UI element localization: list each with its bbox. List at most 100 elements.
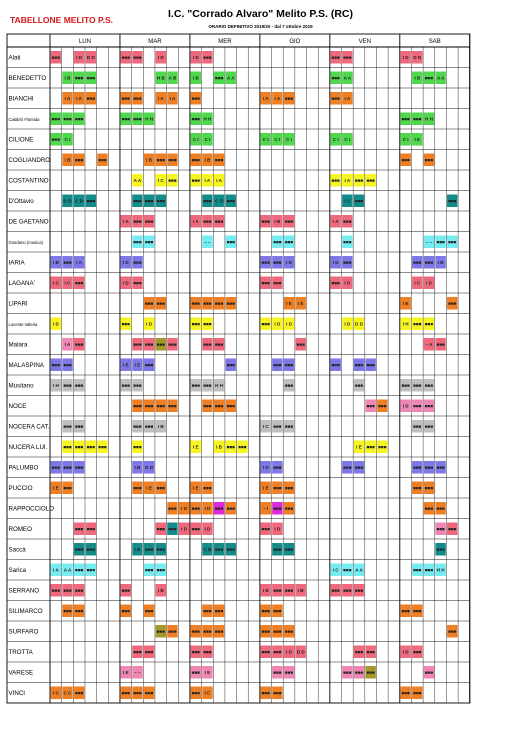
lesson-code: ■■■ — [273, 485, 282, 490]
lesson-cell: ■■■ — [190, 92, 201, 105]
lesson-cell: ■■■ — [190, 297, 201, 310]
lesson-cell: ■■■ — [73, 543, 85, 556]
lesson-code: ■■■ — [75, 116, 84, 121]
lesson-code: ■■■ — [75, 383, 84, 388]
lesson-code: ■■■ — [75, 526, 84, 531]
lesson-code: I D — [193, 55, 200, 60]
teacher-name: LIPARI — [9, 301, 28, 308]
lesson-code: ■■■ — [203, 383, 212, 388]
teacher-name: VARESE — [9, 670, 34, 677]
lesson-cell: ■■■ — [120, 584, 132, 597]
lesson-cell: ■■■ — [155, 297, 166, 310]
lesson-cell: ■■■ — [190, 625, 201, 638]
lesson-code: ■■■ — [413, 424, 422, 429]
lesson-cell: ■■■ — [202, 338, 213, 351]
lesson-code: I C — [53, 280, 60, 285]
lesson-cell: ■■■ — [272, 686, 283, 699]
lesson-cell: ■■■ — [132, 379, 143, 392]
lesson-code: ■■■ — [436, 506, 445, 511]
lesson-code: ■■■ — [168, 403, 177, 408]
lesson-code: ■■■ — [157, 301, 166, 306]
lesson-cell: I C — [342, 194, 353, 207]
lesson-cell: I D — [400, 399, 411, 412]
lesson-code: ■■■ — [98, 444, 107, 449]
lesson-cell: ■■■ — [330, 584, 341, 597]
lesson-cell: ■■■ — [412, 604, 423, 617]
lesson-cell: I A — [260, 92, 271, 105]
lesson-cell: ■■■ — [272, 481, 283, 494]
lesson-cell: ■■■ — [283, 666, 295, 679]
lesson-cell: ■■■ — [283, 235, 295, 248]
lesson-cell: ■■■ — [62, 256, 73, 269]
document-subtitle: ORARIO DEFINITIVO 2019/20 - dal 7 ottobr… — [208, 24, 313, 29]
lesson-cell: ■■■ — [272, 235, 283, 248]
lesson-cell: I D — [342, 276, 353, 289]
lesson-cell: I E — [260, 481, 271, 494]
lesson-code: I C — [263, 424, 270, 429]
lesson-cell: I E — [202, 666, 213, 679]
day-header: SAB — [429, 39, 441, 45]
lesson-cell: ■■■ — [132, 645, 143, 658]
lesson-code: ■■■ — [401, 157, 410, 162]
lesson-code: C B — [203, 547, 212, 552]
lesson-code: ■■■ — [343, 239, 352, 244]
lesson-cell: ■■■ — [190, 153, 201, 166]
lesson-cell: ■■■ — [283, 92, 295, 105]
lesson-cell: ■■■ — [132, 338, 143, 351]
lesson-cell: ■■■ — [120, 92, 132, 105]
lesson-cell: ■■■ — [365, 358, 376, 371]
lesson-cell: ■■■ — [342, 235, 353, 248]
lesson-code: I E — [146, 485, 152, 490]
lesson-cell: ■■■ — [423, 502, 435, 515]
lesson-cell: D D — [295, 645, 306, 658]
lesson-cell: I D — [283, 645, 295, 658]
lesson-code: ■■■ — [273, 608, 282, 613]
lesson-code: C I — [65, 137, 71, 142]
lesson-code: ■■■ — [215, 403, 224, 408]
lesson-cell: I D — [272, 522, 283, 535]
lesson-code: ■■■ — [215, 157, 224, 162]
lesson-cell: I E — [400, 297, 411, 310]
lesson-cell: ■■■ — [295, 338, 306, 351]
lesson-code: ■■■ — [52, 55, 61, 60]
lesson-code: ■■■ — [401, 383, 410, 388]
lesson-cell: I D — [120, 276, 132, 289]
lesson-code: ■■■ — [145, 690, 154, 695]
lesson-cell: ■■■ — [202, 645, 213, 658]
lesson-cell: ■■■ — [132, 256, 143, 269]
lesson-code: ■■■ — [425, 260, 434, 265]
lesson-cell: ■■■ — [73, 71, 85, 84]
lesson-cell: ■■■ — [132, 112, 143, 125]
teacher-name: Sarica — [9, 567, 27, 574]
lesson-cell: ■■■ — [272, 358, 283, 371]
lesson-code: – – — [426, 239, 433, 244]
lesson-cell: ■■■ — [435, 522, 446, 535]
lesson-cell: ■■■ — [423, 420, 435, 433]
lesson-cell: ■■■ — [213, 71, 225, 84]
lesson-code: ■■■ — [425, 485, 434, 490]
lesson-code: I E — [193, 444, 199, 449]
lesson-cell: A A — [435, 71, 446, 84]
lesson-cell: ■■■ — [283, 358, 295, 371]
lesson-code: A A — [437, 75, 445, 80]
lesson-cell: C I — [190, 133, 201, 146]
lesson-code: D O — [63, 198, 72, 203]
lesson-cell: ■■■ — [73, 522, 85, 535]
lesson-code: ■■■ — [285, 670, 294, 675]
lesson-code: H H — [425, 116, 434, 121]
lesson-cell: ■■■ — [73, 461, 85, 474]
lesson-cell: ■■■ — [260, 317, 271, 330]
lesson-code: ■■■ — [192, 383, 201, 388]
lesson-code: ■■■ — [413, 465, 422, 470]
lesson-cell: ■■■ — [190, 666, 201, 679]
lesson-cell: ■■■ — [225, 440, 236, 453]
lesson-cell: ■■■ — [435, 461, 446, 474]
lesson-cell: ■■■ — [62, 461, 73, 474]
lesson-code: I D — [53, 321, 60, 326]
lesson-cell: I D — [143, 317, 155, 330]
lesson-cell: ■■■ — [97, 153, 108, 166]
lesson-cell: ■■■ — [260, 686, 271, 699]
lesson-cell: ■■■ — [73, 584, 85, 597]
lesson-cell: I B — [202, 153, 213, 166]
lesson-code: ■■■ — [262, 608, 271, 613]
